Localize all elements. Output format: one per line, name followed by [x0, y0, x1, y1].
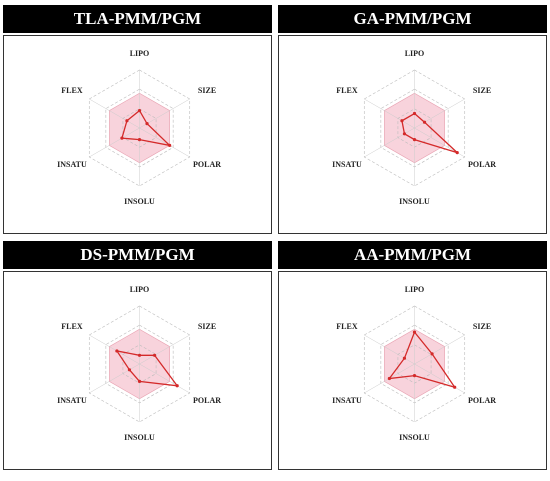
radar-point	[412, 330, 417, 334]
radar-point	[115, 349, 119, 353]
spoke	[139, 363, 190, 394]
chart-title: TLA-PMM/PGM	[74, 9, 201, 28]
spoke	[364, 127, 415, 158]
radar-point	[137, 379, 142, 383]
axis-label: POLAR	[468, 396, 496, 405]
spoke	[414, 363, 465, 394]
title-bar	[278, 241, 547, 269]
radar-point	[175, 384, 179, 388]
title-bar	[3, 5, 272, 33]
axis-label: POLAR	[468, 160, 496, 169]
radar-point	[422, 120, 427, 124]
radar-point	[412, 138, 417, 142]
radar-point	[145, 122, 149, 126]
axis-label: LIPO	[130, 285, 150, 294]
radar-point	[402, 132, 407, 136]
radar-point	[137, 138, 142, 142]
chart-title: AA-PMM/PGM	[354, 245, 471, 264]
axis-label: INSOLU	[124, 433, 155, 442]
axis-label: INSATU	[57, 396, 87, 405]
axis-label: INSOLU	[124, 197, 155, 206]
axis-label: LIPO	[405, 285, 425, 294]
radar-point	[120, 136, 124, 140]
spoke	[89, 127, 140, 158]
chart-title: DS-PMM/PGM	[80, 245, 194, 264]
radar-point	[125, 119, 129, 123]
spoke	[89, 98, 140, 129]
radar-point	[430, 352, 434, 356]
axis-label: FLEX	[336, 86, 358, 95]
radar-point	[453, 385, 457, 389]
axis-label: POLAR	[193, 160, 221, 169]
radar-point	[137, 109, 142, 113]
radar-point	[402, 356, 407, 360]
spoke	[364, 334, 415, 365]
radar-point	[412, 111, 417, 116]
axis-label: POLAR	[193, 396, 221, 405]
chart-title: GA-PMM/PGM	[353, 9, 471, 28]
axis-label: INSATU	[57, 160, 87, 169]
spoke	[89, 334, 140, 365]
axis-label: INSOLU	[399, 433, 430, 442]
axis-label: FLEX	[61, 86, 83, 95]
radar-point	[152, 353, 157, 357]
radar-point	[412, 374, 417, 378]
title-bar	[278, 5, 547, 33]
axis-label: SIZE	[473, 86, 491, 95]
axis-label: INSATU	[332, 160, 362, 169]
axis-label: SIZE	[473, 322, 491, 331]
spoke	[139, 127, 190, 158]
axis-label: INSOLU	[399, 197, 430, 206]
axis-label: FLEX	[61, 322, 83, 331]
radar-point	[168, 143, 172, 147]
axis-label: FLEX	[336, 322, 358, 331]
spoke	[414, 98, 465, 129]
axis-label: SIZE	[198, 86, 216, 95]
axis-label: LIPO	[130, 49, 150, 58]
radar-point	[387, 376, 391, 381]
axis-label: SIZE	[198, 322, 216, 331]
radar-point	[400, 119, 404, 123]
title-bar	[3, 241, 272, 269]
spoke	[89, 363, 140, 394]
radar-point	[137, 353, 142, 357]
axis-label: LIPO	[405, 49, 425, 58]
radar-point	[127, 368, 132, 372]
spoke	[414, 334, 465, 365]
radar-point	[455, 151, 459, 155]
spoke	[364, 98, 415, 129]
axis-label: INSATU	[332, 396, 362, 405]
spoke	[139, 334, 190, 365]
